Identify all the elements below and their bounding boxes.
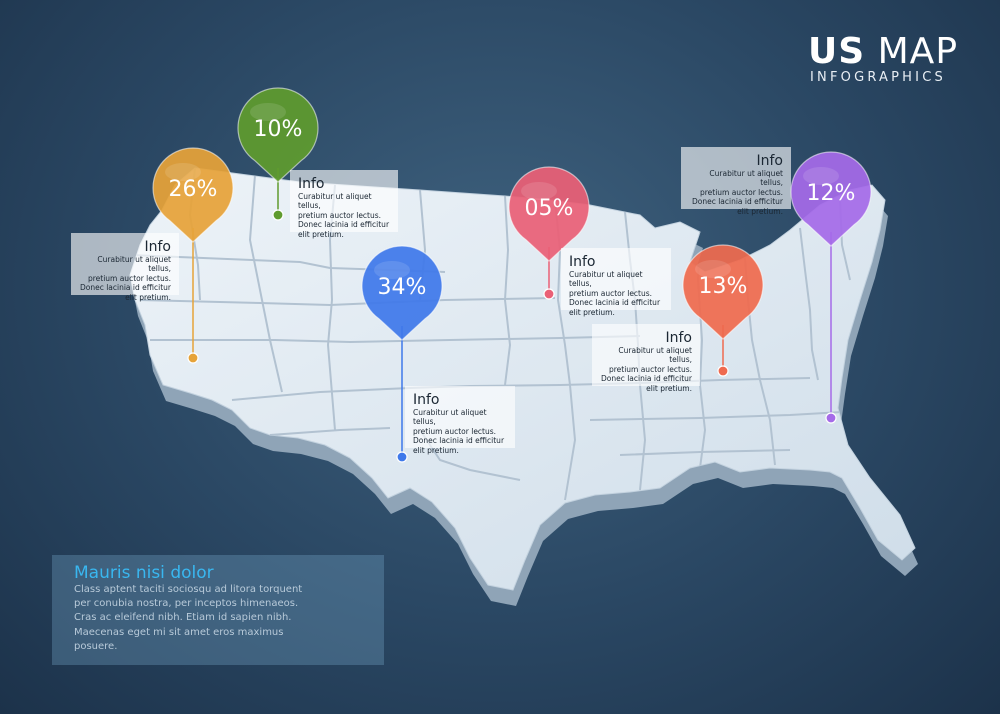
pin-dot bbox=[272, 209, 284, 221]
info-box: Info Curabitur ut aliquet tellus, pretiu… bbox=[681, 147, 791, 216]
pin-value-label: 34% bbox=[378, 275, 427, 300]
info-box-text-line: Curabitur ut aliquet tellus, bbox=[709, 169, 783, 188]
pin-head bbox=[508, 166, 590, 262]
pin-value-label: 05% bbox=[525, 196, 574, 221]
note-title: Mauris nisi dolor bbox=[74, 563, 214, 583]
info-box-text-line: Curabitur ut aliquet tellus, bbox=[413, 408, 487, 427]
info-box-text-line: pretium auctor lectus. bbox=[413, 426, 497, 436]
info-box-title: Info bbox=[665, 330, 693, 346]
map-pin: 10% bbox=[237, 87, 319, 221]
info-box: Info Curabitur ut aliquet tellus, pretiu… bbox=[592, 324, 700, 393]
note-text-line: Class aptent taciti sociosqu ad litora t… bbox=[74, 584, 303, 595]
map-pin: 13% bbox=[682, 244, 764, 377]
info-box-title: Info bbox=[569, 254, 596, 270]
info-box-text-line: Donec lacinia id efficitur bbox=[691, 197, 783, 207]
info-box-text-line: Donec lacinia id efficitur bbox=[298, 220, 390, 230]
pin-head bbox=[361, 245, 443, 341]
pin-highlight bbox=[374, 261, 410, 279]
pin-value-label: 12% bbox=[807, 181, 856, 206]
info-box-text-line: elit pretium. bbox=[646, 383, 692, 393]
info-box-text-line: Curabitur ut aliquet tellus, bbox=[298, 192, 372, 211]
info-box-title: Info bbox=[756, 153, 784, 169]
info-box-text-line: pretium auctor lectus. bbox=[298, 210, 382, 220]
info-box-text-line: elit pretium. bbox=[298, 229, 344, 239]
info-box-text-line: pretium auctor lectus. bbox=[608, 364, 692, 374]
pin-head bbox=[790, 151, 872, 247]
info-box-text-line: elit pretium. bbox=[737, 206, 783, 216]
info-box-text-line: pretium auctor lectus. bbox=[569, 288, 653, 298]
pin-head bbox=[152, 147, 234, 243]
pin-head bbox=[237, 87, 319, 183]
pin-highlight bbox=[521, 182, 557, 200]
map-pin: 34% bbox=[361, 245, 443, 463]
pin-dot bbox=[187, 352, 199, 364]
map-pin: 12% bbox=[790, 151, 872, 424]
map-pin: 05% bbox=[508, 166, 590, 300]
info-box: Info Curabitur ut aliquet tellus, pretiu… bbox=[561, 248, 671, 317]
info-box-text-line: Donec lacinia id efficitur bbox=[569, 298, 661, 308]
pin-value-label: 26% bbox=[169, 177, 218, 202]
info-box: Info Curabitur ut aliquet tellus, pretiu… bbox=[71, 233, 179, 302]
pin-dot bbox=[825, 412, 837, 424]
info-box: Info Curabitur ut aliquet tellus, pretiu… bbox=[290, 170, 398, 239]
pin-head bbox=[682, 244, 764, 340]
pin-dot bbox=[396, 451, 408, 463]
pin-highlight bbox=[803, 167, 839, 185]
info-box-text-line: elit pretium. bbox=[569, 307, 615, 317]
info-box: Info Curabitur ut aliquet tellus, pretiu… bbox=[405, 386, 515, 455]
info-box-text-line: pretium auctor lectus. bbox=[699, 187, 783, 197]
pin-highlight bbox=[165, 163, 201, 181]
page-subtitle: INFOGRAPHICS bbox=[810, 70, 946, 85]
note-panel: Mauris nisi dolor Class aptent taciti so… bbox=[52, 555, 384, 665]
info-box-text-line: Curabitur ut aliquet tellus, bbox=[569, 270, 643, 289]
info-box-text-line: Donec lacinia id efficitur bbox=[600, 374, 692, 384]
info-box-text-line: Curabitur ut aliquet tellus, bbox=[618, 346, 692, 365]
pin-highlight bbox=[695, 260, 731, 278]
map-pin: 26% bbox=[152, 147, 234, 364]
pin-value-label: 10% bbox=[254, 117, 303, 142]
note-text-line: Maecenas eget mi sit amet eros maximus bbox=[74, 626, 284, 638]
info-box-title: Info bbox=[298, 176, 325, 192]
note-text-line: per conubia nostra, per inceptos himenae… bbox=[74, 598, 299, 610]
info-box-text-line: elit pretium. bbox=[125, 292, 171, 302]
page-title: US MAP bbox=[808, 31, 959, 72]
info-box-text-line: elit pretium. bbox=[413, 445, 459, 455]
info-box-text-line: Donec lacinia id efficitur bbox=[79, 283, 171, 293]
info-box-text-line: Donec lacinia id efficitur bbox=[413, 436, 505, 446]
info-box-text-line: pretium auctor lectus. bbox=[87, 273, 171, 283]
pin-dot bbox=[717, 365, 729, 377]
note-text-line: Cras ac eleifend nibh. Etiam id sapien n… bbox=[74, 612, 292, 624]
info-box-text-line: Curabitur ut aliquet tellus, bbox=[97, 255, 171, 274]
info-box-title: Info bbox=[413, 392, 440, 408]
pin-highlight bbox=[250, 103, 286, 121]
pin-dot bbox=[543, 288, 555, 300]
note-text-line: posuere. bbox=[74, 640, 118, 652]
pin-value-label: 13% bbox=[699, 274, 748, 299]
info-box-title: Info bbox=[144, 239, 172, 255]
